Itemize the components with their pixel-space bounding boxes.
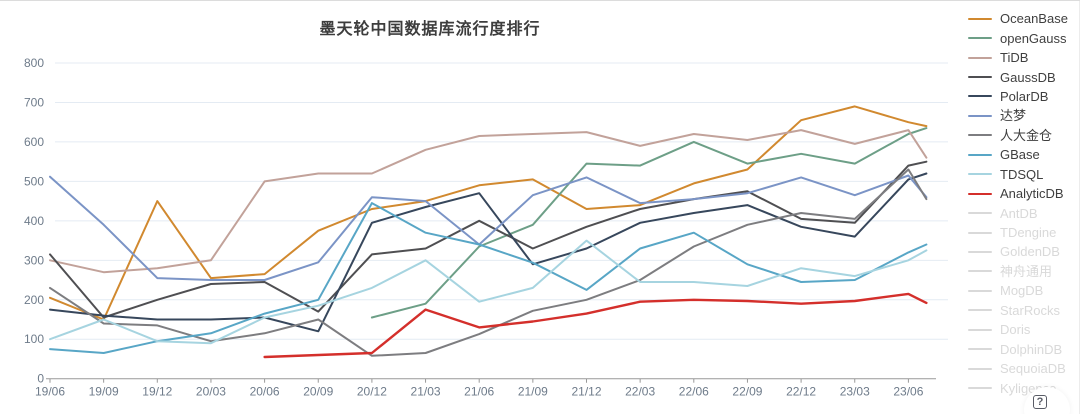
legend-label: GoldenDB (1000, 244, 1060, 260)
legend-item-Doris[interactable]: Doris (968, 320, 1080, 339)
legend-label: MogDB (1000, 283, 1044, 299)
series-line-人大金仓[interactable] (49, 168, 928, 357)
legend-swatch (968, 17, 992, 20)
legend-label: GBase (1000, 147, 1040, 163)
x-axis-label: 21/09 (518, 385, 548, 399)
y-axis-label: 400 (24, 214, 44, 228)
help-icon[interactable]: ? (1033, 395, 1047, 409)
chart-legend: OceanBase openGauss TiDB GaussDB PolarDB 达梦人大… (968, 9, 1080, 398)
legend-label: 神舟通用 (1000, 263, 1053, 279)
legend-swatch (968, 153, 992, 156)
legend-item-TiDB[interactable]: TiDB (968, 48, 1080, 67)
series-line-达梦[interactable] (49, 174, 928, 281)
x-axis-label: 20/03 (196, 385, 226, 399)
legend-label: GaussDB (1000, 69, 1056, 85)
legend-label: 人大金仓 (1000, 127, 1053, 143)
line-chart[interactable]: 0 100 200 300 400 500 600 700 800 19/06 19/09 19/12… (0, 1, 960, 414)
legend-item-TDengine[interactable]: TDengine (968, 223, 1080, 242)
legend-swatch (968, 250, 992, 253)
y-axis-label: 500 (24, 174, 44, 188)
legend-label: TiDB (1000, 50, 1029, 66)
x-axis-label: 19/09 (89, 385, 119, 399)
y-axis-label: 200 (24, 293, 44, 307)
chart-title: 墨天轮中国数据库流行度排行 (319, 21, 541, 38)
legend-swatch (968, 289, 992, 292)
y-axis-label: 100 (24, 332, 44, 346)
x-axis-label: 21/12 (571, 385, 601, 399)
legend-item-DolphinDB[interactable]: DolphinDB (968, 339, 1080, 358)
legend-swatch (968, 95, 992, 98)
x-axis-label: 20/12 (357, 385, 387, 399)
series-line-AnalyticDB[interactable] (263, 292, 928, 359)
legend-item-AnalyticDB[interactable]: AnalyticDB (968, 184, 1080, 203)
y-axis-label: 300 (24, 253, 44, 267)
legend-item-openGauss[interactable]: openGauss (968, 28, 1080, 47)
y-axis-label: 0 (37, 372, 44, 386)
legend-swatch (968, 76, 992, 79)
legend-item-TDSQL[interactable]: TDSQL (968, 165, 1080, 184)
x-axis-label: 21/06 (464, 385, 494, 399)
legend-label: SequoiaDB (1000, 361, 1066, 377)
legend-item-StarRocks[interactable]: StarRocks (968, 301, 1080, 320)
legend-item-GoldenDB[interactable]: GoldenDB (968, 242, 1080, 261)
y-axis-label: 600 (24, 135, 44, 149)
legend-item-GaussDB[interactable]: GaussDB (968, 67, 1080, 86)
legend-label: AnalyticDB (1000, 186, 1064, 202)
y-axis-label: 700 (24, 95, 44, 109)
legend-swatch (968, 270, 992, 273)
legend-label: StarRocks (1000, 302, 1060, 318)
legend-label: TDengine (1000, 225, 1057, 241)
series-line-GBase[interactable] (49, 202, 928, 354)
legend-swatch (968, 56, 992, 59)
legend-item-人大金仓[interactable]: 人大金仓 (968, 126, 1080, 145)
legend-swatch (968, 367, 992, 370)
x-axis-label: 19/12 (142, 385, 172, 399)
x-axis-label: 23/06 (893, 385, 923, 399)
legend-item-SequoiaDB[interactable]: SequoiaDB (968, 359, 1080, 378)
y-axis-label: 800 (24, 56, 44, 70)
series-line-openGauss[interactable] (370, 127, 928, 319)
legend-swatch (968, 134, 992, 137)
x-axis-label: 23/03 (840, 385, 870, 399)
x-axis-label: 20/06 (250, 385, 280, 399)
legend-swatch (968, 231, 992, 234)
legend-label: DolphinDB (1000, 341, 1063, 357)
series-line-TiDB[interactable] (49, 129, 928, 274)
legend-swatch (968, 387, 992, 390)
legend-swatch (968, 173, 992, 176)
legend-item-神舟通用[interactable]: 神舟通用 (968, 262, 1080, 281)
legend-item-AntDB[interactable]: AntDB (968, 203, 1080, 222)
x-axis-label: 21/03 (411, 385, 441, 399)
legend-swatch (968, 309, 992, 312)
series-line-OceanBase[interactable] (49, 105, 928, 321)
legend-swatch (968, 212, 992, 215)
legend-label: OceanBase (1000, 11, 1068, 27)
legend-item-GBase[interactable]: GBase (968, 145, 1080, 164)
legend-swatch (968, 114, 992, 117)
legend-label: AntDB (1000, 205, 1038, 221)
x-axis-label: 22/12 (786, 385, 816, 399)
legend-swatch (968, 192, 992, 195)
legend-label: Doris (1000, 322, 1031, 338)
legend-label: openGauss (1000, 30, 1067, 46)
x-axis-label: 22/09 (732, 385, 762, 399)
legend-label: PolarDB (1000, 88, 1049, 104)
x-axis-label: 22/06 (679, 385, 709, 399)
legend-swatch (968, 348, 992, 351)
legend-swatch (968, 328, 992, 331)
legend-item-OceanBase[interactable]: OceanBase (968, 9, 1080, 28)
legend-item-PolarDB[interactable]: PolarDB (968, 87, 1080, 106)
x-axis-label: 22/03 (625, 385, 655, 399)
series-line-PolarDB[interactable] (49, 172, 928, 333)
legend-swatch (968, 37, 992, 40)
legend-item-达梦[interactable]: 达梦 (968, 106, 1080, 125)
legend-item-MogDB[interactable]: MogDB (968, 281, 1080, 300)
series-line-TDSQL[interactable] (49, 239, 928, 345)
x-axis-label: 20/09 (303, 385, 333, 399)
x-axis-label: 19/06 (35, 385, 65, 399)
legend-label: TDSQL (1000, 166, 1044, 182)
series-line-GaussDB[interactable] (49, 160, 928, 319)
legend-label: 达梦 (1000, 108, 1027, 124)
